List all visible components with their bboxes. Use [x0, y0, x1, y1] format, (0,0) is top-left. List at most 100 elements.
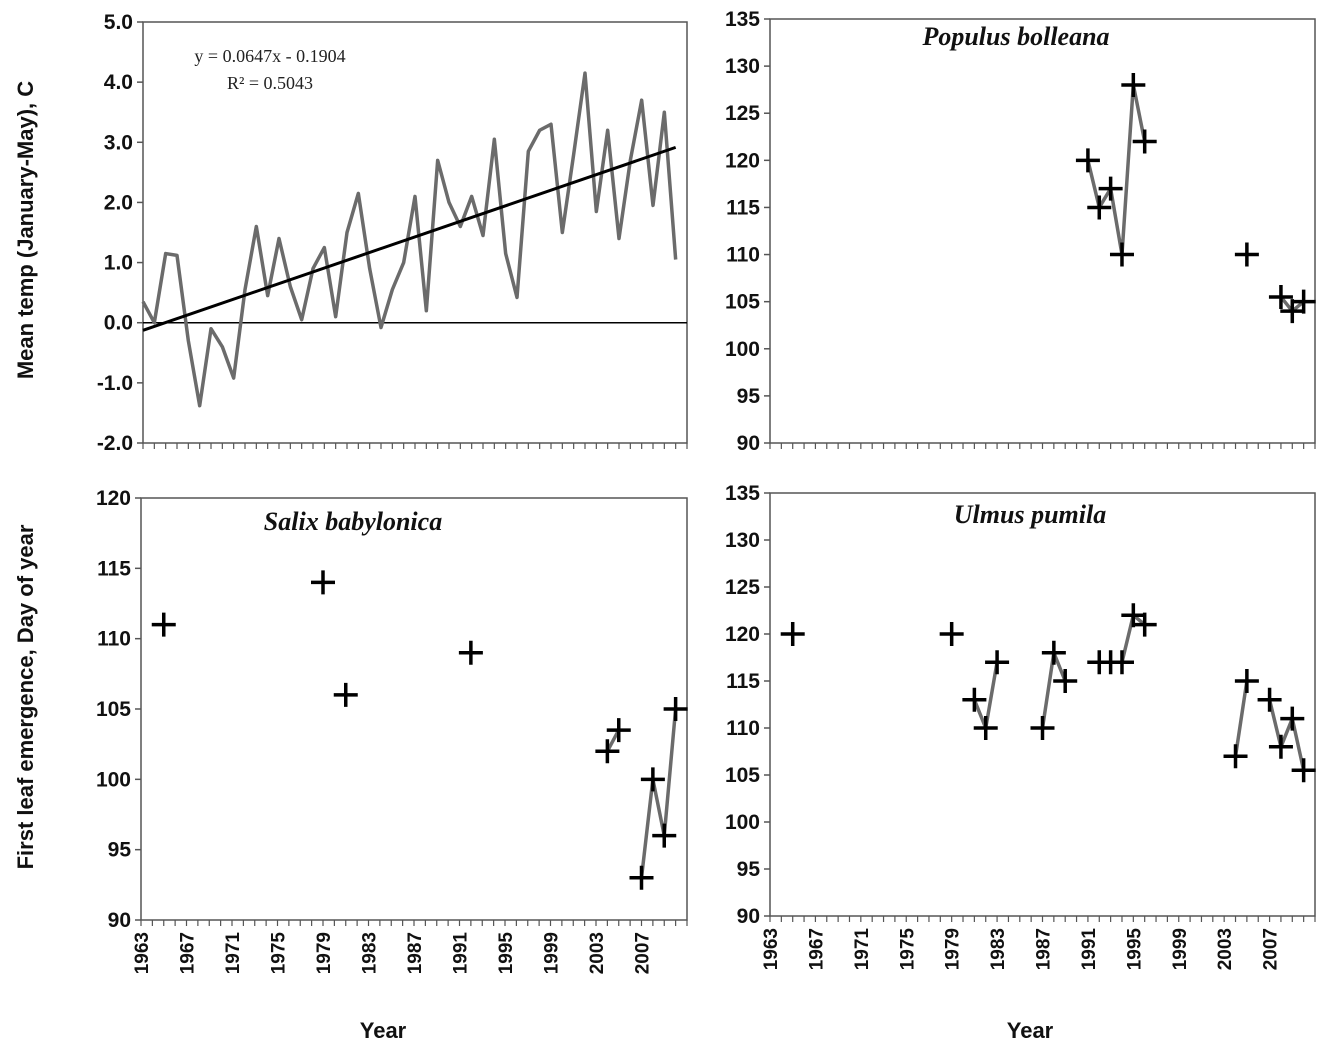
- data-point-plus: [151, 612, 176, 637]
- data-point-plus: [1268, 284, 1293, 309]
- data-point-plus: [333, 682, 358, 707]
- x-tick-label: 1995: [1124, 928, 1145, 971]
- chart-salix: 90 95 100 105 110 115 120 1963 1967 1971 1975 1979 1…: [96, 487, 688, 974]
- y-tick-label: 95: [737, 858, 761, 881]
- data-point-plus: [1109, 650, 1134, 675]
- data-point-plus: [939, 622, 964, 646]
- x-tick-label: 1983: [988, 928, 1009, 970]
- y-tick-label: 120: [725, 149, 760, 172]
- x-tick-label: 1979: [314, 932, 335, 974]
- y-tick-label: 100: [725, 811, 760, 834]
- y-tick-label: 105: [725, 764, 760, 787]
- x-tick-label: 2003: [1215, 928, 1236, 970]
- data-point-plus: [1280, 706, 1305, 731]
- data-point-plus: [1268, 734, 1293, 759]
- y-tick-label: 130: [725, 529, 760, 552]
- x-tick-label: 1975: [897, 928, 918, 971]
- data-point-plus: [1098, 176, 1123, 201]
- connecting-line: [1233, 680, 1249, 757]
- y-tick-label: 115: [726, 196, 760, 219]
- y-tick-label: 2.0: [104, 191, 133, 214]
- connecting-line: [1267, 699, 1306, 771]
- data-point-plus: [1291, 758, 1316, 783]
- plot-frame: [769, 18, 1316, 444]
- y-tick-label: 100: [96, 768, 131, 791]
- data-point-plus: [1121, 72, 1146, 97]
- x-tick-label: 1967: [806, 928, 827, 970]
- y-tick-label: 135: [725, 482, 760, 505]
- temperature-series-line: [141, 71, 678, 408]
- panels: -2.0 -1.0 0.0 1.0 2.0 3.0 4.0 5.0 y = 0.0647x - …: [96, 8, 1316, 974]
- data-point-plus: [595, 739, 620, 764]
- y-tick-label: 90: [108, 909, 131, 932]
- y-tick-label: 90: [737, 905, 760, 928]
- y-tick-label: 115: [726, 670, 760, 693]
- x-tick-label: 1995: [496, 932, 517, 975]
- data-point-plus: [1075, 148, 1100, 173]
- data-point-plus: [629, 865, 654, 890]
- y-tick-label: 105: [725, 291, 760, 314]
- x-tick-label: 1971: [852, 928, 873, 971]
- data-point-plus: [663, 697, 688, 721]
- x-tick-label: 1979: [943, 928, 964, 970]
- y-tick-label: 130: [725, 55, 760, 78]
- y-axis-label-temp: Mean temp (January-May), C: [13, 81, 38, 379]
- connecting-line: [1086, 83, 1147, 257]
- y-tick-label: 95: [108, 839, 132, 862]
- x-tick-label: 1987: [405, 932, 426, 974]
- y-tick-label: 95: [737, 385, 761, 408]
- y-tick-label: 0.0: [104, 312, 133, 335]
- data-point-plus: [1234, 242, 1259, 267]
- y-tick-label: 105: [96, 698, 131, 721]
- plot-frame: [769, 492, 1316, 917]
- x-tick-label: 1967: [178, 932, 199, 974]
- plot-frame: [140, 497, 688, 921]
- trend-equation: y = 0.0647x - 0.1904: [194, 46, 345, 66]
- x-axis-label-right: Year: [1007, 1018, 1054, 1043]
- data-point-plus: [1087, 195, 1112, 220]
- x-tick-label: 1963: [132, 932, 153, 974]
- y-tick-label: 5.0: [104, 11, 133, 34]
- chart-populus: 90 95 100 105 110 115 120 125 130 135 Populus boll…: [725, 8, 1316, 455]
- x-tick-label: 1987: [1034, 928, 1055, 970]
- trend-r-squared: R² = 0.5043: [227, 73, 313, 93]
- x-tick-label: 1999: [1170, 928, 1191, 970]
- x-tick-label: 1991: [1079, 928, 1100, 971]
- data-point-plus: [1030, 716, 1055, 740]
- connecting-line: [639, 708, 678, 879]
- data-point-plus: [1041, 640, 1066, 665]
- data-point-plus: [1291, 289, 1316, 314]
- plot-frame: [142, 21, 688, 444]
- x-tick-label: 2007: [1261, 928, 1282, 970]
- x-tick-label: 1991: [451, 932, 472, 975]
- y-tick-label: -2.0: [97, 432, 133, 455]
- x-tick-label: 1983: [360, 932, 381, 974]
- chart-title: Ulmus pumila: [954, 500, 1106, 529]
- chart-title: Populus bolleana: [921, 22, 1109, 51]
- y-tick-label: 120: [725, 623, 760, 646]
- y-tick-label: 1.0: [104, 252, 133, 275]
- data-point-plus: [652, 823, 677, 848]
- x-tick-label: 1971: [223, 932, 244, 975]
- data-point-plus: [606, 718, 631, 743]
- data-point-plus: [962, 687, 987, 712]
- data-point-plus: [1234, 669, 1259, 693]
- y-tick-label: 135: [725, 8, 760, 31]
- data-point-plus: [311, 570, 335, 595]
- y-tick-label: -1.0: [97, 372, 133, 395]
- y-tick-label: 110: [726, 717, 760, 740]
- y-tick-label: 110: [726, 244, 760, 267]
- y-tick-label: 125: [725, 576, 760, 599]
- x-axis-label-left: Year: [360, 1018, 407, 1043]
- data-point-plus: [458, 640, 483, 665]
- chart-ulmus: 90 95 100 105 110 115 120 125 130 135 1963 1967 1971…: [725, 482, 1316, 970]
- y-tick-label: 3.0: [104, 131, 133, 154]
- y-tick-label: 100: [725, 338, 760, 361]
- data-point-plus: [985, 650, 1010, 675]
- data-point-plus: [973, 716, 998, 740]
- trendline: [142, 145, 677, 332]
- data-point-plus: [1257, 687, 1282, 712]
- y-tick-label: 90: [737, 432, 760, 455]
- data-point-plus: [1132, 612, 1157, 637]
- data-point-plus: [1109, 242, 1134, 267]
